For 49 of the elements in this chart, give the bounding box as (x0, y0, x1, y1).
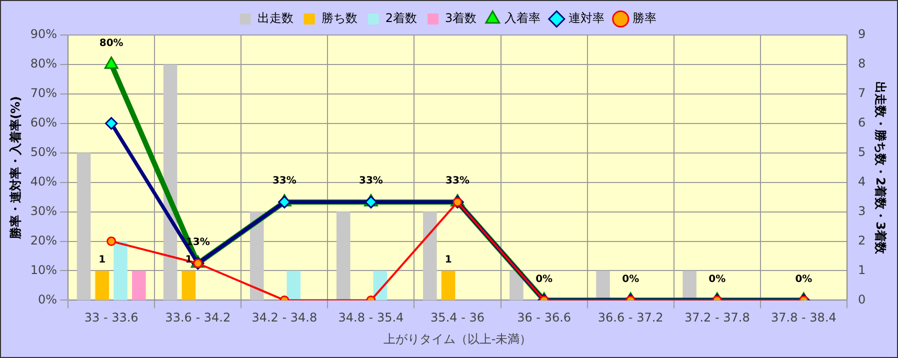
y2-tick-label: 1 (858, 262, 866, 277)
y-tick-label: 60% (30, 116, 58, 130)
x-tick-label: 36 - 36.6 (517, 310, 572, 325)
x-tick-label: 36.6 - 37.2 (598, 310, 664, 325)
x-axis-title: 上がりタイム（以上-未満） (383, 332, 532, 346)
data-label: 0% (708, 274, 726, 285)
legend-label: 勝ち数 (321, 11, 358, 26)
data-label: 0% (795, 274, 812, 285)
y-tick-label: 50% (30, 144, 58, 159)
y2-tick-label: 6 (858, 116, 866, 130)
data-label: 33% (272, 176, 296, 187)
x-tick-label: 34.2 - 34.8 (252, 310, 318, 325)
y2-tick-label: 9 (858, 27, 866, 42)
legend-label: 入着率 (504, 11, 541, 26)
legend-label: 連対率 (568, 11, 605, 26)
y-tick-label: 30% (30, 204, 58, 218)
y2-tick-label: 5 (858, 144, 866, 159)
x-tick-label: 33.6 - 34.2 (165, 310, 231, 325)
x-tick-label: 33 - 33.6 (84, 310, 138, 325)
y-tick-label: 70% (30, 86, 58, 100)
y2-tick-label: 7 (858, 86, 866, 100)
y2-axis-title: 出走数・勝ち数・2着数・3着数 (874, 81, 888, 255)
y-axis-title: 勝率・連対率・入着率(%) (8, 96, 22, 240)
y2-tick-label: 4 (858, 174, 866, 188)
x-tick-label: 34.8 - 35.4 (338, 310, 404, 325)
y-tick-label: 10% (30, 262, 58, 277)
y2-tick-label: 2 (858, 233, 866, 248)
data-label: 80% (99, 38, 124, 50)
y-tick-label: 20% (30, 233, 58, 248)
data-label: 33% (446, 176, 470, 187)
data-label: 1 (98, 254, 106, 266)
data-label: 33% (359, 176, 383, 187)
x-tick-label: 35.4 - 36 (430, 310, 484, 325)
legend-label: 2着数 (385, 11, 418, 26)
y2-tick-label: 3 (858, 204, 866, 218)
x-tick-label: 37.2 - 37.8 (684, 310, 750, 325)
y2-tick-label: 0 (858, 292, 866, 306)
y-tick-label: 40% (30, 174, 58, 188)
y-tick-label: 90% (30, 27, 58, 42)
y2-tick-label: 8 (858, 56, 866, 71)
x-tick-label: 37.8 - 38.4 (770, 310, 836, 325)
legend-label: 3着数 (445, 11, 477, 26)
y-tick-label: 0% (38, 292, 58, 306)
legend-label: 出走数 (257, 11, 294, 26)
data-label: 0% (536, 274, 553, 285)
y-tick-label: 80% (30, 56, 58, 71)
data-label: 0% (622, 274, 640, 285)
data-label: 1 (444, 254, 452, 266)
legend-label: 勝率 (632, 11, 657, 26)
